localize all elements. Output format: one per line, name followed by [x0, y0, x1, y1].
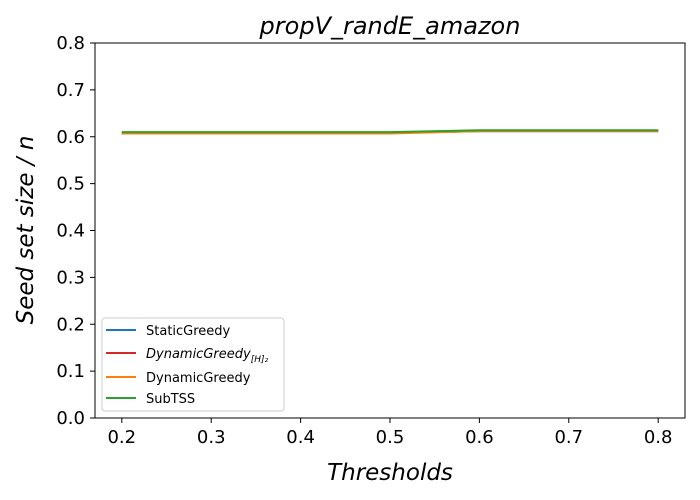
- legend: StaticGreedy DynamicGreedy[H]₂ DynamicGree…: [101, 317, 285, 412]
- series-lines: [121, 129, 659, 135]
- legend-label: DynamicGreedy: [146, 371, 251, 386]
- y-tick-label: 0.7: [56, 80, 85, 101]
- y-tick-label: 0.1: [56, 361, 85, 382]
- legend-box: [101, 317, 285, 412]
- x-tick-label: 0.7: [554, 427, 583, 448]
- y-tick-label: 0.3: [56, 267, 85, 288]
- series-line-3: [121, 129, 659, 134]
- y-tick-label: 0.4: [56, 221, 85, 242]
- legend-label: DynamicGreedy[H]₂: [146, 347, 268, 365]
- y-tick-label: 0.6: [56, 127, 85, 148]
- y-tick-label: 0.8: [56, 33, 85, 54]
- x-tick-label: 0.2: [107, 427, 136, 448]
- y-tick-label: 0.0: [56, 408, 85, 429]
- x-axis-label: Thresholds: [327, 460, 453, 486]
- plot-frame: [94, 42, 686, 419]
- y-tick-label: 0.5: [56, 174, 85, 195]
- x-tick-label: 0.3: [197, 427, 226, 448]
- ticks: 0.2 0.3 0.4 0.5 0.6 0.7 0.8 0.0 0.1 0.2 0.3 0.4 0.5 0…: [56, 33, 672, 448]
- legend-label: StaticGreedy: [146, 324, 231, 339]
- x-tick-label: 0.6: [465, 427, 494, 448]
- x-tick-label: 0.8: [644, 427, 673, 448]
- legend-label: SubTSS: [146, 392, 195, 407]
- y-tick-label: 0.2: [56, 314, 85, 335]
- y-axis-label: Seed set size / n: [13, 136, 39, 325]
- x-tick-label: 0.4: [286, 427, 315, 448]
- chart-title: propV_randE_amazon: [259, 12, 521, 40]
- x-tick-label: 0.5: [376, 427, 405, 448]
